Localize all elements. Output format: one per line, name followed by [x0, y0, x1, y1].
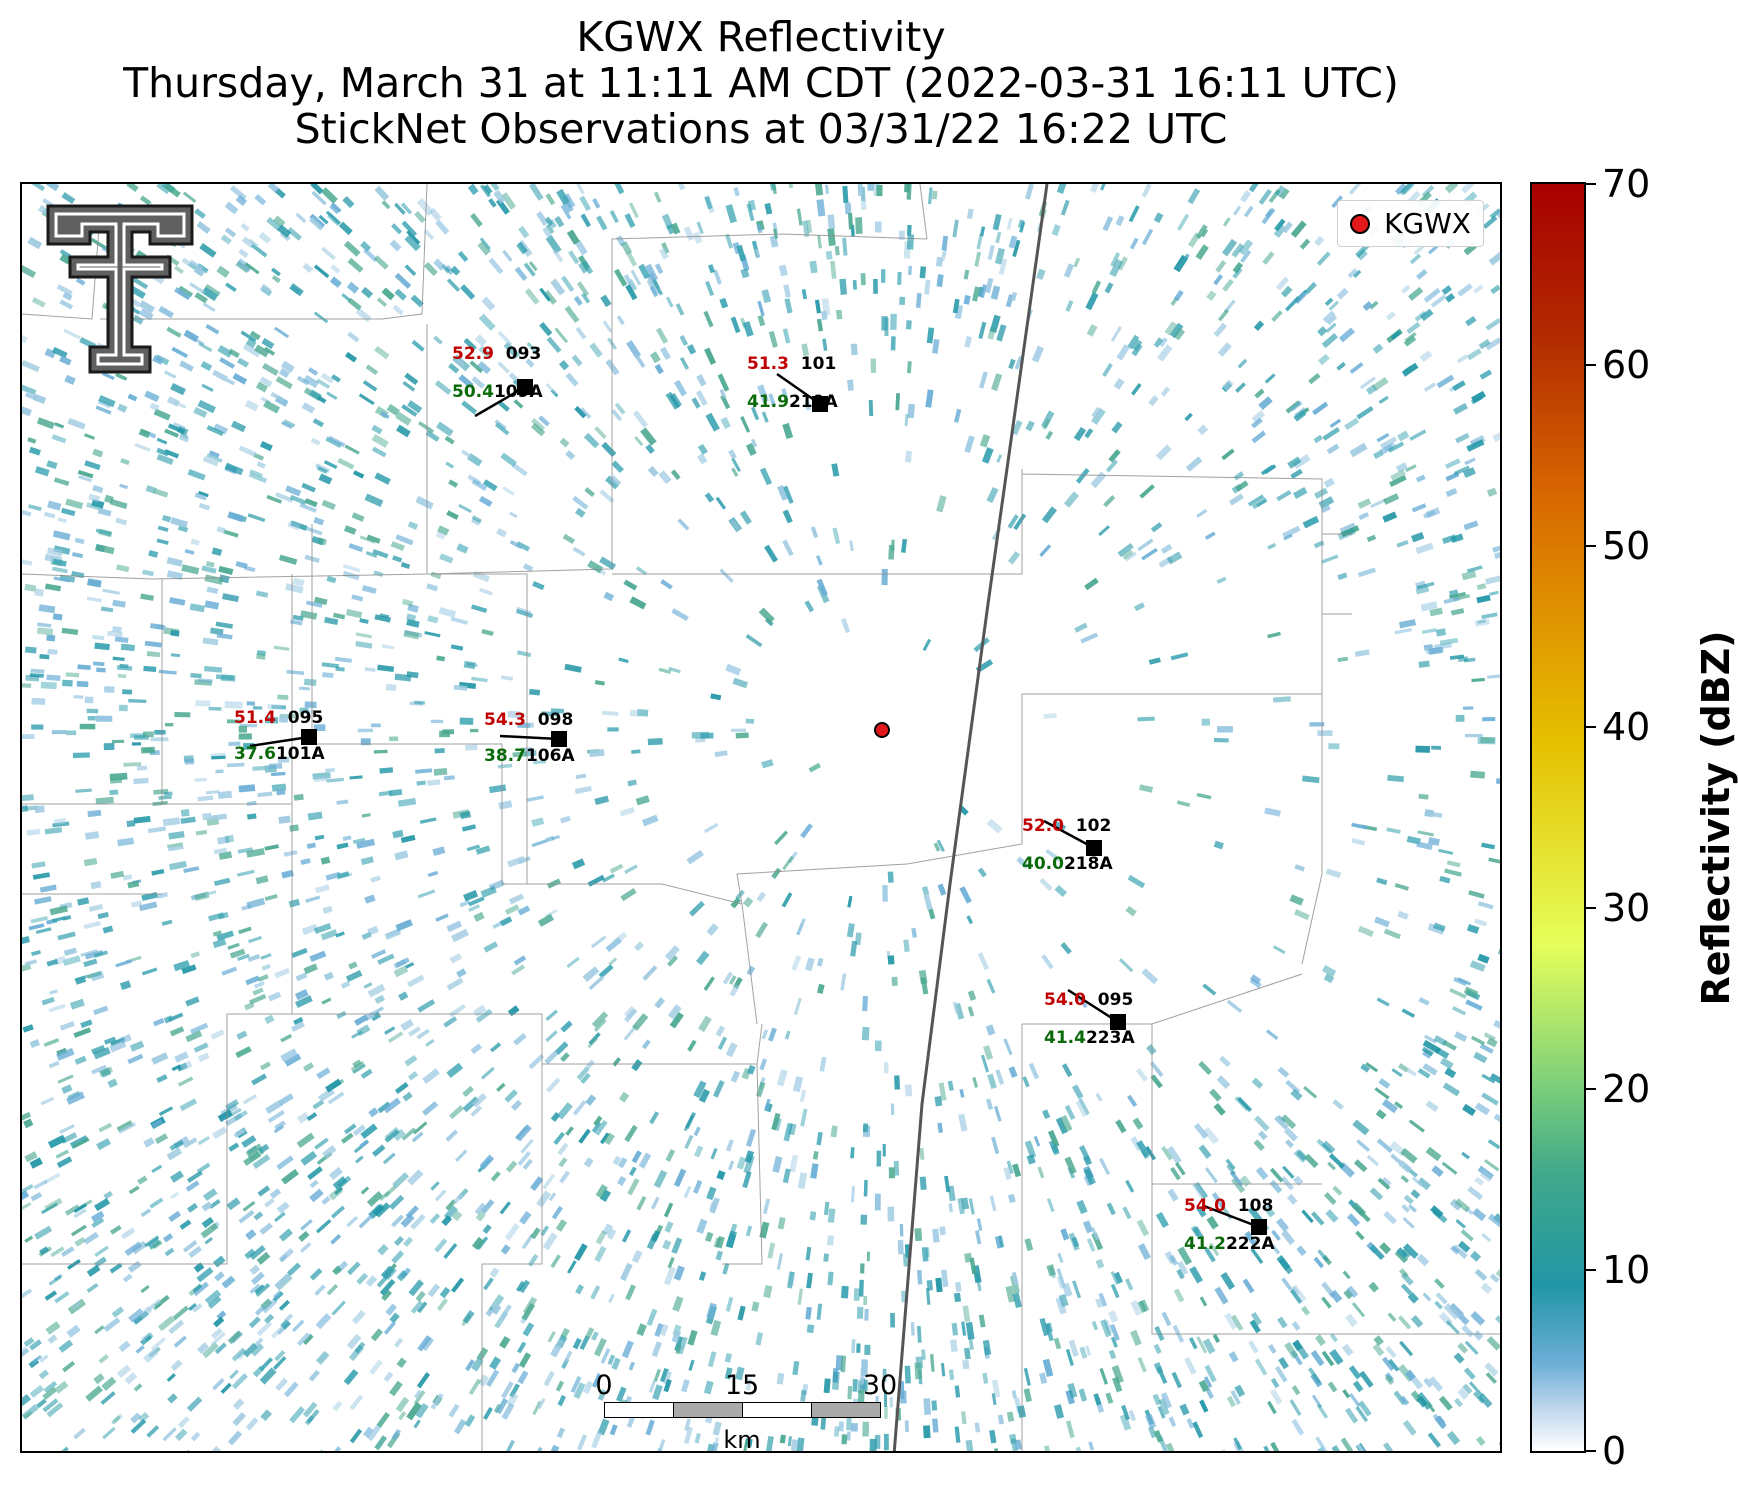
- station-wind: 098: [537, 710, 574, 730]
- station-temp: 52.9: [452, 344, 494, 364]
- station-dewpoint: 37.6: [234, 744, 276, 764]
- state-boundary: [892, 184, 1049, 1451]
- station-label: 54.3 098: [484, 712, 573, 729]
- station-wind: 095: [1097, 990, 1134, 1010]
- kgwx-radar-site: [874, 722, 890, 738]
- station-marker: [1251, 1219, 1267, 1235]
- colorbar-tick-mark: [1586, 545, 1596, 547]
- station-id: 218A: [1063, 854, 1113, 874]
- station-wind: 093: [505, 344, 542, 364]
- colorbar-tick-label: 50: [1602, 524, 1651, 568]
- station-temp: 51.3: [747, 354, 789, 374]
- title-line-2: Thursday, March 31 at 11:11 AM CDT (2022…: [123, 59, 1399, 107]
- legend-label: KGWX: [1384, 207, 1471, 240]
- colorbar-tick-mark: [1586, 1088, 1596, 1090]
- reflectivity-echoes: [22, 184, 1500, 1451]
- scale-bar: 0 15 30 km: [595, 1370, 897, 1454]
- station-dewpoint: 41.4: [1044, 1028, 1086, 1048]
- station-label: 54.0 108: [1184, 1198, 1273, 1215]
- colorbar-label: Reflectivity (dBZ): [1694, 630, 1738, 1006]
- title-line-1: KGWX Reflectivity: [576, 13, 946, 61]
- colorbar: [1530, 182, 1586, 1453]
- colorbar-tick-label: 10: [1602, 1248, 1651, 1292]
- station-label: 50.4109A: [452, 384, 543, 401]
- scale-tick-15: 15: [724, 1370, 760, 1401]
- station-wind: 102: [1075, 816, 1112, 836]
- station-wind: 101: [800, 354, 837, 374]
- station-dewpoint: 50.4: [452, 382, 494, 402]
- station-marker: [517, 379, 533, 395]
- colorbar-tick-mark: [1586, 183, 1596, 185]
- station-label: 37.6101A: [234, 746, 325, 763]
- station-dewpoint: 41.2: [1184, 1234, 1226, 1254]
- station-label: 41.2222A: [1184, 1236, 1275, 1253]
- station-dewpoint: 38.7: [484, 746, 526, 766]
- station-label: 52.0 102: [1022, 818, 1111, 835]
- station-id: 223A: [1085, 1028, 1135, 1048]
- station-label: 54.0 095: [1044, 992, 1133, 1009]
- colorbar-tick-mark: [1586, 726, 1596, 728]
- station-marker: [812, 396, 828, 412]
- station-label: 51.4 095: [234, 710, 323, 727]
- colorbar-tick-mark: [1586, 1450, 1596, 1452]
- station-marker: [1086, 840, 1102, 856]
- scale-segment: [811, 1402, 881, 1418]
- station-marker: [551, 731, 567, 747]
- colorbar-tick-label: 60: [1602, 343, 1651, 387]
- colorbar-tick-mark: [1586, 907, 1596, 909]
- colorbar-tick-label: 30: [1602, 886, 1651, 930]
- station-id: 219A: [788, 392, 838, 412]
- station-label: 41.9219A: [747, 394, 838, 411]
- station-marker: [1110, 1014, 1126, 1030]
- radar-map[interactable]: KGWX 52.9 093 50.4109A 51.3 101 41.9219A…: [20, 182, 1502, 1453]
- station-label: 40.0218A: [1022, 856, 1113, 873]
- station-label: 41.4223A: [1044, 1030, 1135, 1047]
- station-symbols: [249, 372, 1267, 1235]
- colorbar-tick-label: 20: [1602, 1067, 1651, 1111]
- station-label: 51.3 101: [747, 356, 836, 373]
- wind-barb: [1043, 819, 1095, 850]
- colorbar-tick-label: 0: [1602, 1429, 1627, 1473]
- wind-barb: [1067, 988, 1119, 1024]
- scale-unit: km: [723, 1426, 761, 1454]
- station-temp: 54.0: [1184, 1196, 1226, 1216]
- station-wind: 108: [1237, 1196, 1274, 1216]
- station-temp: 51.4: [234, 708, 276, 728]
- station-temp: 54.3: [484, 710, 526, 730]
- station-wind: 095: [287, 708, 324, 728]
- wind-barb: [1203, 1204, 1260, 1229]
- radar-marker-icon: [1350, 213, 1371, 234]
- station-id: 101A: [275, 744, 325, 764]
- wind-barb: [499, 734, 560, 741]
- colorbar-tick-mark: [1586, 364, 1596, 366]
- station-id: 109A: [493, 382, 543, 402]
- scale-tick-0: 0: [595, 1370, 613, 1401]
- radar-map-canvas: [22, 184, 1500, 1451]
- map-legend: KGWX: [1337, 200, 1484, 247]
- colorbar-tick-label: 40: [1602, 705, 1651, 749]
- scale-segment: [604, 1402, 674, 1418]
- wind-barb: [474, 385, 526, 418]
- station-marker: [301, 729, 317, 745]
- station-dewpoint: 40.0: [1022, 854, 1064, 874]
- station-id: 106A: [525, 746, 575, 766]
- colorbar-tick-label: 70: [1602, 162, 1651, 206]
- scale-segment: [742, 1402, 812, 1418]
- station-temp: 52.0: [1022, 816, 1064, 836]
- scale-tick-30: 30: [862, 1370, 898, 1401]
- colorbar-tick-mark: [1586, 1269, 1596, 1271]
- station-label: 52.9 093: [452, 346, 541, 363]
- station-label: 38.7106A: [484, 748, 575, 765]
- wind-barb: [249, 735, 310, 748]
- scale-segment: [673, 1402, 743, 1418]
- station-id: 222A: [1225, 1234, 1275, 1254]
- station-temp: 54.0: [1044, 990, 1086, 1010]
- county-boundaries: [22, 184, 1500, 1451]
- texas-tech-double-t-logo: [40, 202, 200, 377]
- chart-title: KGWX Reflectivity Thursday, March 31 at …: [20, 14, 1502, 152]
- title-line-3: StickNet Observations at 03/31/22 16:22 …: [294, 105, 1228, 153]
- station-dewpoint: 41.9: [747, 392, 789, 412]
